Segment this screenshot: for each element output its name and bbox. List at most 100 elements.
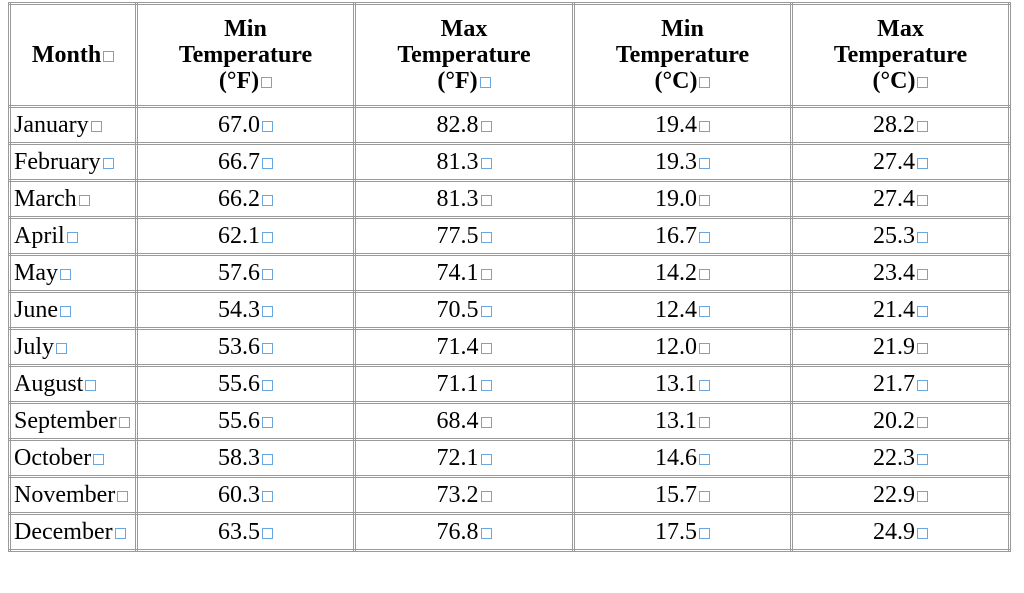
value-cell: 77.5 bbox=[353, 216, 575, 256]
value-cell: 20.2 bbox=[790, 401, 1011, 441]
value-cell: 17.5 bbox=[572, 512, 793, 552]
month-cell: March bbox=[8, 179, 138, 219]
format-mark bbox=[262, 157, 273, 169]
format-mark bbox=[917, 416, 928, 428]
table-row: May 57.6 74.1 14.2 23.4 bbox=[8, 253, 1011, 293]
value-cell: 21.4 bbox=[790, 290, 1011, 330]
month-cell: August bbox=[8, 364, 138, 404]
header-row: Month Min Temperature (°F) Max Temperature (°F… bbox=[8, 2, 1011, 108]
value-text: 28.2 bbox=[873, 112, 915, 138]
value-cell: 13.1 bbox=[572, 401, 793, 441]
value-cell: 70.5 bbox=[353, 290, 575, 330]
format-mark bbox=[699, 76, 711, 88]
format-mark bbox=[699, 453, 710, 465]
value-text: 55.6 bbox=[218, 371, 260, 397]
header-text: Temperature bbox=[833, 42, 968, 68]
table-row: March 66.2 81.3 19.0 27.4 bbox=[8, 179, 1011, 219]
value-text: 71.1 bbox=[436, 371, 479, 397]
value-text: 23.4 bbox=[873, 260, 915, 286]
month-text: March bbox=[14, 186, 77, 212]
format-mark bbox=[917, 120, 928, 132]
month-text: December bbox=[14, 519, 113, 545]
value-text: 74.1 bbox=[436, 260, 479, 286]
format-mark bbox=[66, 231, 78, 243]
format-mark bbox=[117, 490, 129, 502]
value-text: 21.4 bbox=[873, 297, 915, 323]
month-cell: February bbox=[8, 142, 138, 182]
value-text: 25.3 bbox=[873, 223, 915, 249]
format-mark bbox=[93, 453, 105, 465]
value-cell: 21.9 bbox=[790, 327, 1011, 367]
value-text: 19.0 bbox=[655, 186, 697, 212]
value-cell: 68.4 bbox=[353, 401, 575, 441]
month-cell: September bbox=[8, 401, 138, 441]
value-text: 76.8 bbox=[436, 519, 479, 545]
value-cell: 19.3 bbox=[572, 142, 793, 182]
header-text: Temperature bbox=[178, 42, 313, 68]
value-text: 57.6 bbox=[218, 260, 260, 286]
format-mark bbox=[699, 379, 710, 391]
value-cell: 22.9 bbox=[790, 475, 1011, 515]
format-mark bbox=[480, 305, 492, 317]
value-text: 77.5 bbox=[436, 223, 479, 249]
value-text: 27.4 bbox=[873, 186, 915, 212]
format-mark bbox=[118, 416, 130, 428]
value-cell: 74.1 bbox=[353, 253, 575, 293]
format-mark bbox=[917, 157, 928, 169]
header-text: Max bbox=[877, 16, 924, 42]
month-text: September bbox=[14, 408, 117, 434]
format-mark bbox=[56, 342, 68, 354]
format-mark bbox=[917, 342, 928, 354]
value-text: 60.3 bbox=[218, 482, 260, 508]
format-mark bbox=[699, 490, 710, 502]
format-mark bbox=[917, 453, 928, 465]
month-cell: January bbox=[8, 105, 138, 145]
month-cell: December bbox=[8, 512, 138, 552]
month-cell: October bbox=[8, 438, 138, 478]
format-mark bbox=[262, 453, 273, 465]
value-text: 21.7 bbox=[873, 371, 915, 397]
format-mark bbox=[262, 231, 273, 243]
format-mark bbox=[699, 342, 710, 354]
format-mark bbox=[917, 305, 928, 317]
value-text: 55.6 bbox=[218, 408, 260, 434]
value-cell: 66.2 bbox=[135, 179, 356, 219]
format-mark bbox=[114, 527, 126, 539]
value-text: 22.9 bbox=[873, 482, 915, 508]
value-cell: 21.7 bbox=[790, 364, 1011, 404]
value-cell: 82.8 bbox=[353, 105, 575, 145]
month-text: June bbox=[14, 297, 58, 323]
value-cell: 60.3 bbox=[135, 475, 356, 515]
value-cell: 19.4 bbox=[572, 105, 793, 145]
value-text: 81.3 bbox=[436, 186, 479, 212]
month-text: November bbox=[14, 482, 116, 508]
format-mark bbox=[480, 194, 492, 206]
value-text: 15.7 bbox=[655, 482, 697, 508]
header-text: (°F) bbox=[141, 68, 350, 94]
value-text: 62.1 bbox=[218, 223, 260, 249]
value-text: 72.1 bbox=[436, 445, 479, 471]
format-mark bbox=[699, 120, 710, 132]
value-text: 21.9 bbox=[873, 334, 915, 360]
format-mark bbox=[480, 342, 492, 354]
format-mark bbox=[262, 120, 273, 132]
value-cell: 12.4 bbox=[572, 290, 793, 330]
table-row: January 67.0 82.8 19.4 28.2 bbox=[8, 105, 1011, 145]
table-row: August 55.6 71.1 13.1 21.7 bbox=[8, 364, 1011, 404]
table-row: February 66.7 81.3 19.3 27.4 bbox=[8, 142, 1011, 182]
format-mark bbox=[78, 194, 90, 206]
month-text: July bbox=[14, 334, 55, 360]
format-mark bbox=[480, 490, 492, 502]
format-mark bbox=[261, 76, 273, 88]
value-text: 58.3 bbox=[218, 445, 260, 471]
value-cell: 57.6 bbox=[135, 253, 356, 293]
format-mark bbox=[699, 268, 710, 280]
value-cell: 15.7 bbox=[572, 475, 793, 515]
month-cell: April bbox=[8, 216, 138, 256]
format-mark bbox=[699, 194, 710, 206]
value-cell: 72.1 bbox=[353, 438, 575, 478]
header-cell: Min Temperature (°F) bbox=[135, 2, 356, 108]
header-cell: Month bbox=[8, 2, 138, 108]
format-mark bbox=[917, 76, 929, 88]
